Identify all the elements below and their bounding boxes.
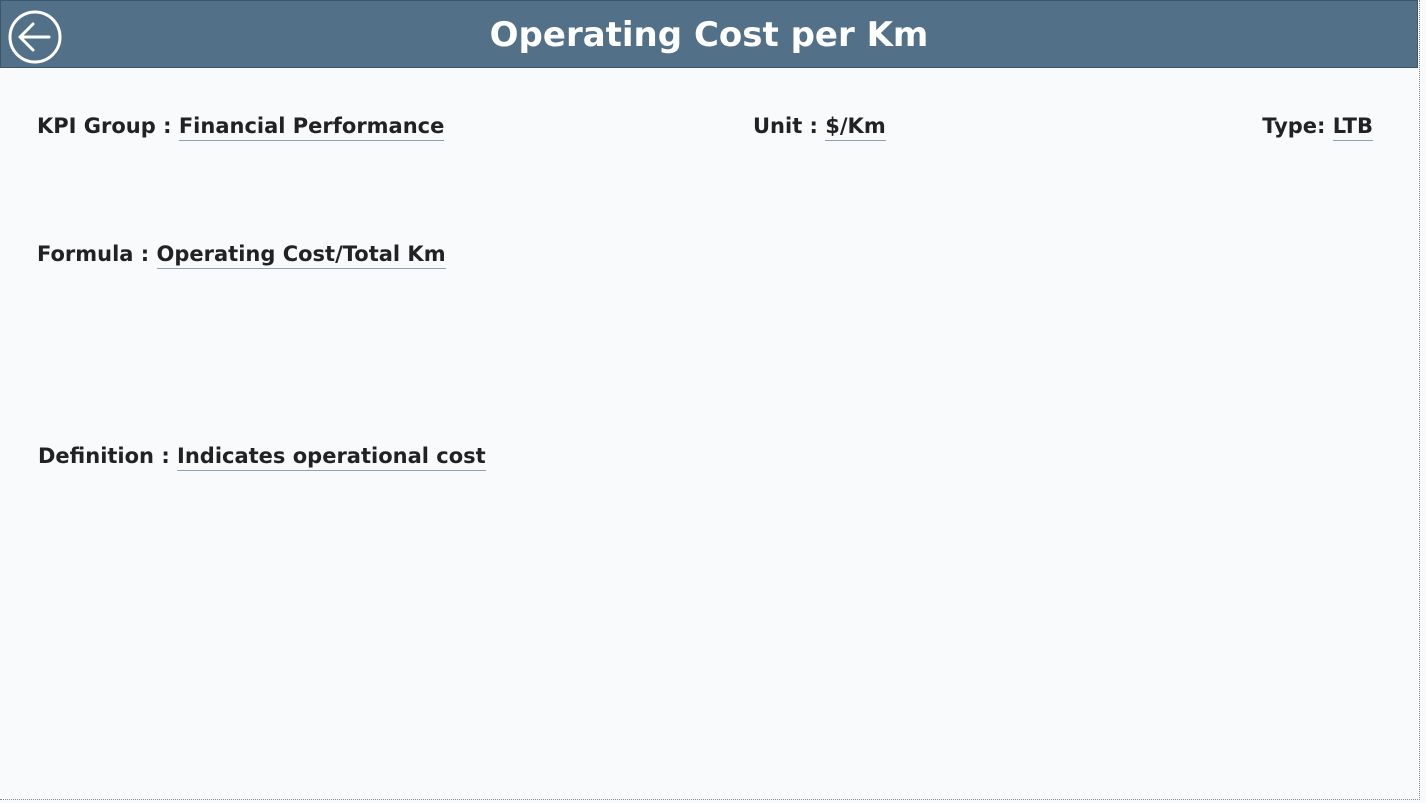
field: KPI Group : Financial Performance: [37, 114, 445, 141]
field: Definition : Indicates operational cost: [38, 444, 486, 471]
field-label: KPI Group :: [37, 114, 172, 138]
field-label: Definition :: [38, 444, 170, 468]
field-value: Indicates operational cost: [177, 444, 486, 471]
field-label: Unit :: [753, 114, 818, 138]
field-label: Formula :: [37, 242, 150, 266]
field-value: $/Km: [825, 114, 886, 141]
field-value: Financial Performance: [178, 114, 445, 141]
field: Type: LTB: [1262, 114, 1373, 141]
back-button[interactable]: [7, 9, 63, 65]
field-value: Operating Cost/Total Km: [156, 242, 446, 269]
header-bar: Operating Cost per Km: [0, 0, 1418, 68]
page-title: Operating Cost per Km: [489, 15, 929, 55]
field-label: Type:: [1262, 114, 1326, 138]
field: Unit : $/Km: [753, 114, 886, 141]
field-value: LTB: [1332, 114, 1373, 141]
field: Formula : Operating Cost/Total Km: [37, 242, 446, 269]
